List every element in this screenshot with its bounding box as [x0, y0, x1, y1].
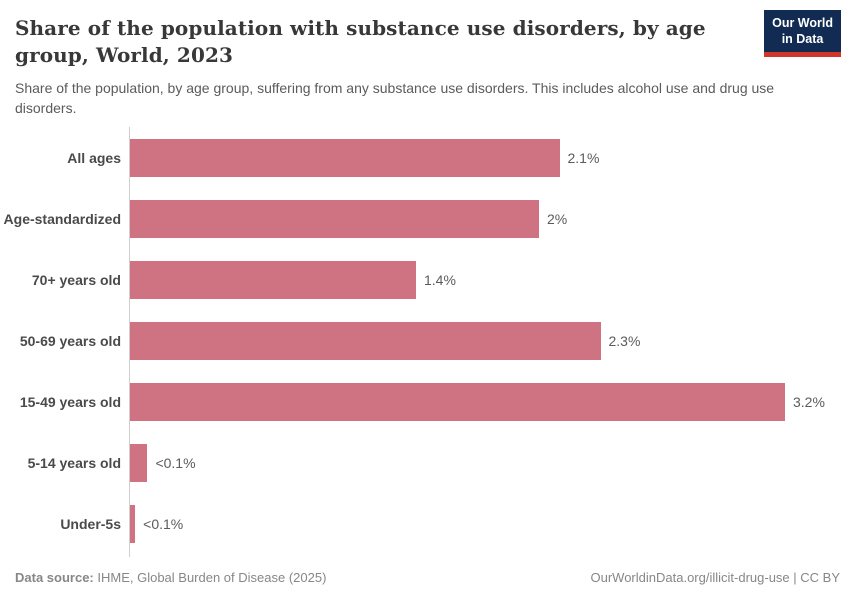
- category-label: 50-69 years old: [19, 332, 121, 349]
- value-label: 2.3%: [608, 332, 641, 349]
- bar-area: 1.4%: [129, 249, 850, 310]
- value-label: <0.1%: [155, 454, 196, 471]
- value-label: 1.4%: [424, 271, 456, 288]
- bar[interactable]: [129, 260, 416, 299]
- bar[interactable]: [129, 382, 785, 421]
- category-label: Age-standardized: [3, 210, 121, 227]
- chart-row: Under-5s <0.1%: [0, 493, 850, 554]
- bar-area: 2.1%: [129, 127, 850, 188]
- bar-area: <0.1%: [129, 493, 850, 554]
- bar[interactable]: [129, 321, 601, 360]
- bar[interactable]: [129, 199, 539, 238]
- chart-row: 70+ years old 1.4%: [0, 249, 850, 310]
- owid-logo-line1: Our World: [772, 16, 833, 30]
- chart-row: 50-69 years old 2.3%: [0, 310, 850, 371]
- chart-row: All ages 2.1%: [0, 127, 850, 188]
- bar[interactable]: [129, 138, 560, 177]
- bar[interactable]: [129, 504, 136, 543]
- chart-row: Age-standardized 2%: [0, 188, 850, 249]
- category-label: Under-5s: [60, 515, 121, 532]
- owid-logo[interactable]: Our World in Data: [764, 10, 841, 57]
- data-source-value: IHME, Global Burden of Disease (2025): [93, 570, 327, 585]
- category-label: 70+ years old: [31, 271, 121, 288]
- chart-subtitle: Share of the population, by age group, s…: [15, 80, 775, 116]
- owid-logo-line2: in Data: [781, 32, 824, 46]
- chart-footer: Data source: IHME, Global Burden of Dise…: [15, 570, 840, 585]
- category-label: 5-14 years old: [27, 454, 121, 471]
- y-axis-line: [129, 127, 130, 557]
- data-source: Data source: IHME, Global Burden of Dise…: [15, 570, 326, 585]
- chart-row: 15-49 years old 3.2%: [0, 371, 850, 432]
- chart-row: 5-14 years old <0.1%: [0, 432, 850, 493]
- bar-area: 2%: [129, 188, 850, 249]
- value-label: <0.1%: [143, 515, 184, 532]
- category-label: 15-49 years old: [19, 393, 121, 410]
- footer-link[interactable]: OurWorldinData.org/illicit-drug-use | CC…: [590, 570, 841, 585]
- data-source-label: Data source:: [15, 570, 94, 585]
- category-label: All ages: [67, 149, 121, 166]
- bar-area: <0.1%: [129, 432, 850, 493]
- bar-chart: All ages 2.1% Age-standardized 2% 70+ ye…: [0, 127, 850, 557]
- value-label: 2%: [547, 210, 568, 227]
- bar[interactable]: [129, 443, 148, 482]
- chart-title: Share of the population with substance u…: [15, 16, 706, 67]
- bar-area: 3.2%: [129, 371, 850, 432]
- value-label: 3.2%: [793, 393, 825, 410]
- value-label: 2.1%: [567, 149, 600, 166]
- bar-area: 2.3%: [129, 310, 850, 371]
